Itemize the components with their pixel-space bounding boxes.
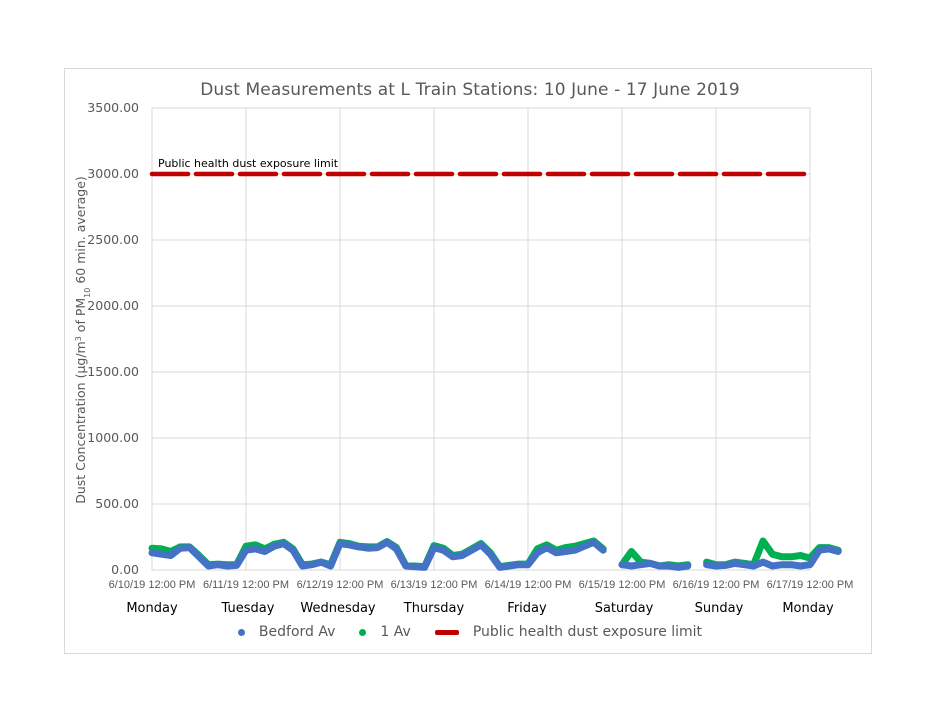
chart-legend: Bedford Av 1 Av Public health dust expos… xyxy=(0,624,940,640)
y-tick-label: 1500.00 xyxy=(87,364,139,379)
x-tick-label: 6/16/19 12:00 PM xyxy=(673,579,760,591)
legend-label: Bedford Av xyxy=(258,624,336,640)
x-tick-label: 6/10/19 12:00 PM xyxy=(109,579,196,591)
day-labels: Monday Tuesday Wednesday Thursday Friday Satu… xyxy=(126,601,834,616)
series-line-bedford-av xyxy=(618,559,692,571)
data-series xyxy=(148,171,842,571)
legend-dash-icon xyxy=(434,629,459,635)
x-tick-label: 6/14/19 12:00 PM xyxy=(485,579,572,591)
day-label: Tuesday xyxy=(221,601,275,616)
x-tick-label: 6/12/19 12:00 PM xyxy=(297,579,384,591)
y-tick-label: 3500.00 xyxy=(87,100,139,115)
y-axis-ticks: 0.00 500.00 1000.00 1500.00 2000.00 2500.00 30… xyxy=(87,100,139,577)
y-axis-label: Dust Concentration (µg/m3 of PM10 60 min… xyxy=(73,176,92,504)
day-label: Monday xyxy=(126,601,178,616)
legend-label: 1 Av xyxy=(380,624,411,640)
day-label: Saturday xyxy=(595,601,654,616)
legend-item-limit: Public health dust exposure limit xyxy=(434,624,703,640)
day-label: Friday xyxy=(507,601,547,616)
x-axis-ticks: 6/10/19 12:00 PM 6/11/19 12:00 PM 6/12/19 … xyxy=(109,579,854,591)
day-label: Thursday xyxy=(403,601,465,616)
legend-item-bedford-av: Bedford Av xyxy=(237,624,336,640)
y-tick-label: 1000.00 xyxy=(87,430,139,445)
day-label: Monday xyxy=(782,601,834,616)
legend-item-1-av: 1 Av xyxy=(359,624,411,640)
series-line-bedford-av xyxy=(148,538,607,571)
y-tick-label: 0.00 xyxy=(111,562,139,577)
x-tick-label: 6/13/19 12:00 PM xyxy=(391,579,478,591)
day-label: Wednesday xyxy=(300,601,376,616)
series-line-bedford-av xyxy=(703,545,842,570)
legend-dot-icon xyxy=(237,628,245,636)
legend-dot-icon xyxy=(359,628,367,636)
x-tick-label: 6/15/19 12:00 PM xyxy=(579,579,666,591)
x-tick-label: 6/11/19 12:00 PM xyxy=(203,579,289,591)
day-label: Sunday xyxy=(695,601,744,616)
y-tick-label: 2500.00 xyxy=(87,232,139,247)
chart-title: Dust Measurements at L Train Stations: 1… xyxy=(200,80,740,100)
y-tick-label: 2000.00 xyxy=(87,298,139,313)
legend-label: Public health dust exposure limit xyxy=(472,624,703,640)
y-tick-label: 3000.00 xyxy=(87,166,139,181)
x-tick-label: 6/17/19 12:00 PM xyxy=(767,579,854,591)
gridlines xyxy=(151,107,811,571)
y-tick-label: 500.00 xyxy=(95,496,139,511)
limit-annotation: Public health dust exposure limit xyxy=(158,157,339,170)
